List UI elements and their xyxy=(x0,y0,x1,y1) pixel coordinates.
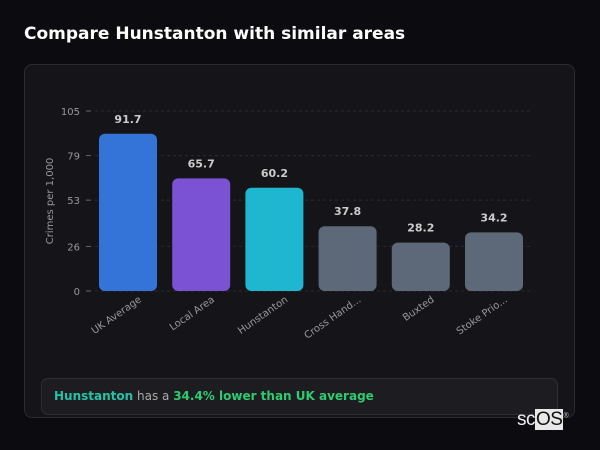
y-tick-label: 26 xyxy=(67,242,80,253)
x-tick-label: Buxted xyxy=(401,294,436,323)
page-title: Compare Hunstanton with similar areas xyxy=(24,24,406,44)
x-tick-label: UK Average xyxy=(90,294,144,336)
data-label: 91.7 xyxy=(114,113,141,126)
x-tick-label: Stoke Prio... xyxy=(455,294,510,337)
x-tick-label: Local Area xyxy=(168,294,217,333)
y-axis-label: Crimes per 1,000 xyxy=(45,158,56,245)
bar xyxy=(391,242,450,291)
y-tick-label: 79 xyxy=(67,152,80,163)
data-label: 37.8 xyxy=(334,205,361,218)
data-label: 60.2 xyxy=(261,167,288,180)
bar xyxy=(245,187,304,291)
y-tick-label: 105 xyxy=(61,107,80,118)
data-label: 28.2 xyxy=(407,222,434,235)
bar xyxy=(172,178,231,291)
scos-logo: scOS® xyxy=(517,409,569,430)
bar xyxy=(465,232,523,291)
summary-comparison: 34.4% lower than UK average xyxy=(173,389,374,403)
summary-box: Hunstanton has a 34.4% lower than UK ave… xyxy=(41,378,558,415)
summary-text: has a xyxy=(133,389,174,403)
x-tick-label: Cross Hand... xyxy=(303,294,364,341)
y-tick-label: 53 xyxy=(67,196,80,207)
data-label: 34.2 xyxy=(480,211,507,224)
bar xyxy=(99,133,157,291)
y-tick-label: 0 xyxy=(74,287,80,298)
summary-area: Hunstanton xyxy=(54,389,134,403)
x-tick-label: Hunstanton xyxy=(236,294,290,336)
bar-chart: 0 26 53 79 105 Crimes per 1,000 91.7 UK Average… xyxy=(45,107,530,342)
bar xyxy=(318,226,377,291)
data-label: 65.7 xyxy=(188,157,215,170)
